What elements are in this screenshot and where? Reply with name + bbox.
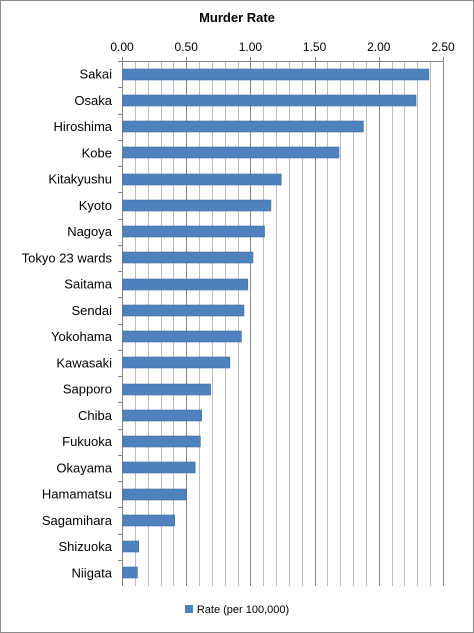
category-label: Tokyo 23 wards [22,250,113,265]
category-label: Saitama [64,277,112,292]
legend: Rate (per 100,000) [0,604,474,616]
bar [122,435,201,448]
category-label: Hiroshima [53,119,112,134]
category-label: Yokohama [51,329,113,344]
bar [122,540,139,553]
bar [122,225,265,238]
x-tick-label: 0.50 [175,40,199,54]
category-label: Sagamihara [42,513,113,528]
bar [122,514,175,527]
bar [122,566,138,579]
category-label: Hamamatsu [42,487,112,502]
category-label: Sendai [72,303,113,318]
category-label: Kawasaki [56,355,112,370]
bar [122,304,245,317]
bar [122,278,249,291]
bar [122,173,282,186]
category-label: Sapporo [63,382,112,397]
x-tick-label: 1.00 [239,40,263,54]
category-label: Kobe [82,145,112,160]
bar [122,356,231,369]
bar [122,409,202,422]
category-label: Kyoto [79,198,112,213]
bar [122,330,242,343]
legend-label: Rate (per 100,000) [196,604,290,616]
category-label: Osaka [74,93,112,108]
category-label: Sakai [79,67,112,82]
bar [122,251,254,264]
bar [122,488,187,501]
category-label: Kitakyushu [48,172,112,187]
bar [122,199,272,212]
x-tick-label: 0.00 [110,40,134,54]
category-label: Okayama [56,460,112,475]
chart-title: Murder Rate [199,10,275,25]
bar [122,383,211,396]
bar [122,68,430,81]
x-tick-label: 2.50 [431,40,455,54]
bar [122,120,364,133]
bar [122,94,417,107]
category-label: Chiba [78,408,113,423]
category-label: Fukuoka [62,434,113,449]
x-tick-label: 2.00 [367,40,391,54]
bar [122,461,196,474]
bar [122,146,340,159]
x-tick-label: 1.50 [303,40,327,54]
category-label: Shizuoka [59,539,113,554]
category-label: Nagoya [67,224,113,239]
legend-swatch [184,605,193,613]
category-label: Niigata [72,565,113,580]
